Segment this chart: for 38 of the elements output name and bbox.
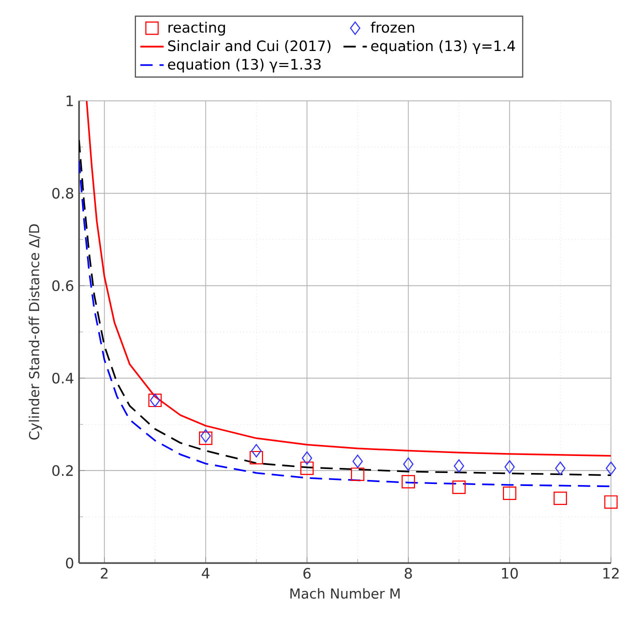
point — [402, 474, 416, 488]
point — [352, 454, 363, 468]
point — [604, 495, 618, 509]
x-tick-label: 8 — [404, 568, 412, 579]
legend-label: equation (13) γ=1.33 — [168, 58, 321, 72]
y-tick-label: 0.6 — [52, 280, 74, 292]
point — [502, 486, 516, 500]
point — [251, 444, 262, 458]
x-axis-title: Mach Number M — [290, 588, 400, 599]
x-tick-label: 4 — [202, 568, 210, 578]
point — [198, 432, 212, 445]
point — [452, 480, 466, 494]
point — [250, 450, 264, 464]
legend-label: Sinclair and Cui (2017) — [168, 40, 330, 53]
point — [200, 429, 211, 443]
legend-label: frozen — [370, 22, 414, 33]
x-tick-label: 6 — [303, 568, 311, 579]
point — [350, 468, 364, 481]
point — [302, 451, 312, 465]
point — [606, 462, 616, 475]
y-axis-title: Cylinder Stand-off Distance Δ/D — [28, 224, 42, 440]
point — [504, 460, 515, 474]
point — [300, 462, 314, 475]
x-tick-label: 12 — [603, 568, 619, 579]
y-tick-label: 0.8 — [52, 188, 74, 199]
point — [403, 457, 414, 471]
point — [555, 462, 566, 475]
legend-label: reacting — [168, 22, 225, 36]
y-tick-label: 0.2 — [52, 465, 73, 476]
legend-label: equation (13) γ=1.4 — [371, 40, 516, 54]
y-tick-label: 0 — [66, 558, 74, 568]
y-tick-label: 1 — [66, 96, 73, 106]
y-tick-label: 0.4 — [52, 372, 74, 384]
line-series — [86, 100, 611, 457]
x-tick-label: 10 — [502, 568, 518, 579]
point — [554, 492, 567, 506]
point — [454, 459, 464, 473]
x-tick-label: 2 — [100, 568, 108, 579]
